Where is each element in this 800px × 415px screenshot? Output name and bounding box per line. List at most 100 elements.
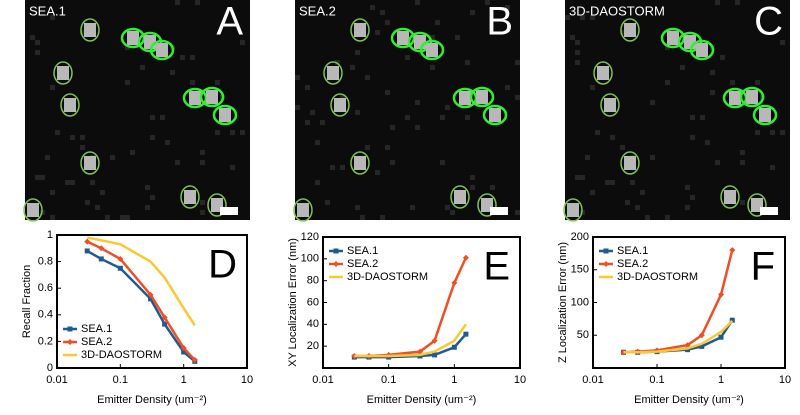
x-axis-label: Emitter Density (um⁻²): [634, 394, 744, 406]
emitter: [127, 31, 139, 45]
emitter: [746, 90, 758, 104]
panel-letter: E: [483, 245, 510, 289]
emitter: [64, 98, 76, 112]
panel-letter: A: [216, 0, 243, 44]
noise: [505, 85, 510, 90]
y-axis-label: Z Localization Error (nm): [557, 242, 569, 363]
noise: [200, 210, 205, 215]
noise: [610, 135, 615, 140]
noise: [355, 205, 360, 210]
noise: [100, 190, 105, 195]
y-axis-label: XY Localization Error (nm): [287, 238, 299, 367]
localization: [477, 193, 497, 217]
legend-label: SEA.1: [617, 245, 648, 257]
noise: [125, 80, 130, 85]
emitter: [476, 90, 488, 104]
legend-label: 3D-DAOSTORM: [347, 271, 428, 283]
x-tick-label: 10: [779, 374, 791, 386]
noise: [635, 205, 640, 210]
noise: [690, 195, 695, 200]
noise: [690, 115, 695, 120]
noise: [415, 125, 420, 130]
legend-label: 3D-DAOSTORM: [617, 271, 698, 283]
noise: [685, 205, 690, 210]
marker: [718, 334, 724, 340]
noise: [140, 65, 145, 70]
localization: [23, 198, 43, 222]
marker: [84, 238, 91, 245]
panel-letter: D: [208, 243, 237, 287]
noise: [150, 195, 155, 200]
noise: [390, 160, 395, 165]
y-tick-label: 50: [577, 329, 589, 341]
localization: [739, 86, 765, 108]
emitter: [667, 31, 679, 45]
noise: [630, 180, 635, 185]
noise: [125, 45, 130, 50]
noise: [690, 135, 695, 140]
marker: [117, 265, 123, 271]
marker: [729, 247, 736, 254]
localization: [199, 86, 225, 108]
noise: [90, 180, 95, 185]
noise: [350, 65, 355, 70]
y-tick-label: 100: [571, 296, 589, 308]
noise: [515, 60, 520, 65]
noise: [40, 175, 45, 180]
noise: [700, 115, 705, 120]
noise: [430, 65, 435, 70]
noise: [340, 165, 345, 170]
series-line: [623, 319, 734, 354]
emitter: [219, 108, 231, 122]
noise: [50, 215, 55, 220]
noise: [145, 185, 150, 190]
noise: [755, 80, 760, 85]
noise: [240, 130, 245, 135]
emitter: [189, 91, 201, 105]
noise: [580, 15, 585, 20]
noise: [715, 160, 720, 165]
emitter: [426, 43, 438, 57]
y-tick-label: 1: [47, 229, 53, 241]
noise: [315, 180, 320, 185]
noise: [705, 140, 710, 145]
noise: [440, 160, 445, 165]
emitter: [84, 23, 96, 37]
noise: [65, 180, 70, 185]
legend-marker: [333, 261, 339, 267]
noise: [305, 85, 310, 90]
scale-bar: [760, 207, 778, 215]
localization: [207, 193, 227, 217]
noise: [620, 145, 625, 150]
y-tick-label: 0.4: [38, 309, 53, 321]
y-tick-label: 0.8: [38, 256, 53, 268]
noise: [295, 105, 300, 110]
x-tick-label: 0.1: [381, 374, 396, 386]
x-tick-label: 0.1: [113, 374, 128, 386]
emitter: [724, 190, 736, 204]
noise: [110, 155, 115, 160]
y-axis-label: Recall Fraction: [21, 265, 33, 338]
localization: [689, 39, 715, 61]
emitter: [84, 156, 96, 170]
legend-label: SEA.2: [81, 336, 112, 348]
noise: [365, 75, 370, 80]
emitter: [354, 156, 366, 170]
localization: [80, 151, 100, 175]
noise: [190, 80, 195, 85]
marker: [147, 291, 154, 298]
noise: [130, 150, 135, 155]
noise: [595, 130, 600, 135]
y-tick-label: 60: [307, 296, 319, 308]
y-tick-label: 100: [301, 253, 319, 265]
localization: [469, 86, 495, 108]
emitter: [696, 43, 708, 57]
noise: [175, 0, 180, 5]
y-tick-label: 0.6: [38, 282, 53, 294]
noise: [180, 55, 185, 60]
y-tick-label: 200: [571, 231, 589, 243]
noise: [730, 80, 735, 85]
noise: [305, 120, 310, 125]
emitter: [489, 108, 501, 122]
noise: [470, 10, 475, 15]
